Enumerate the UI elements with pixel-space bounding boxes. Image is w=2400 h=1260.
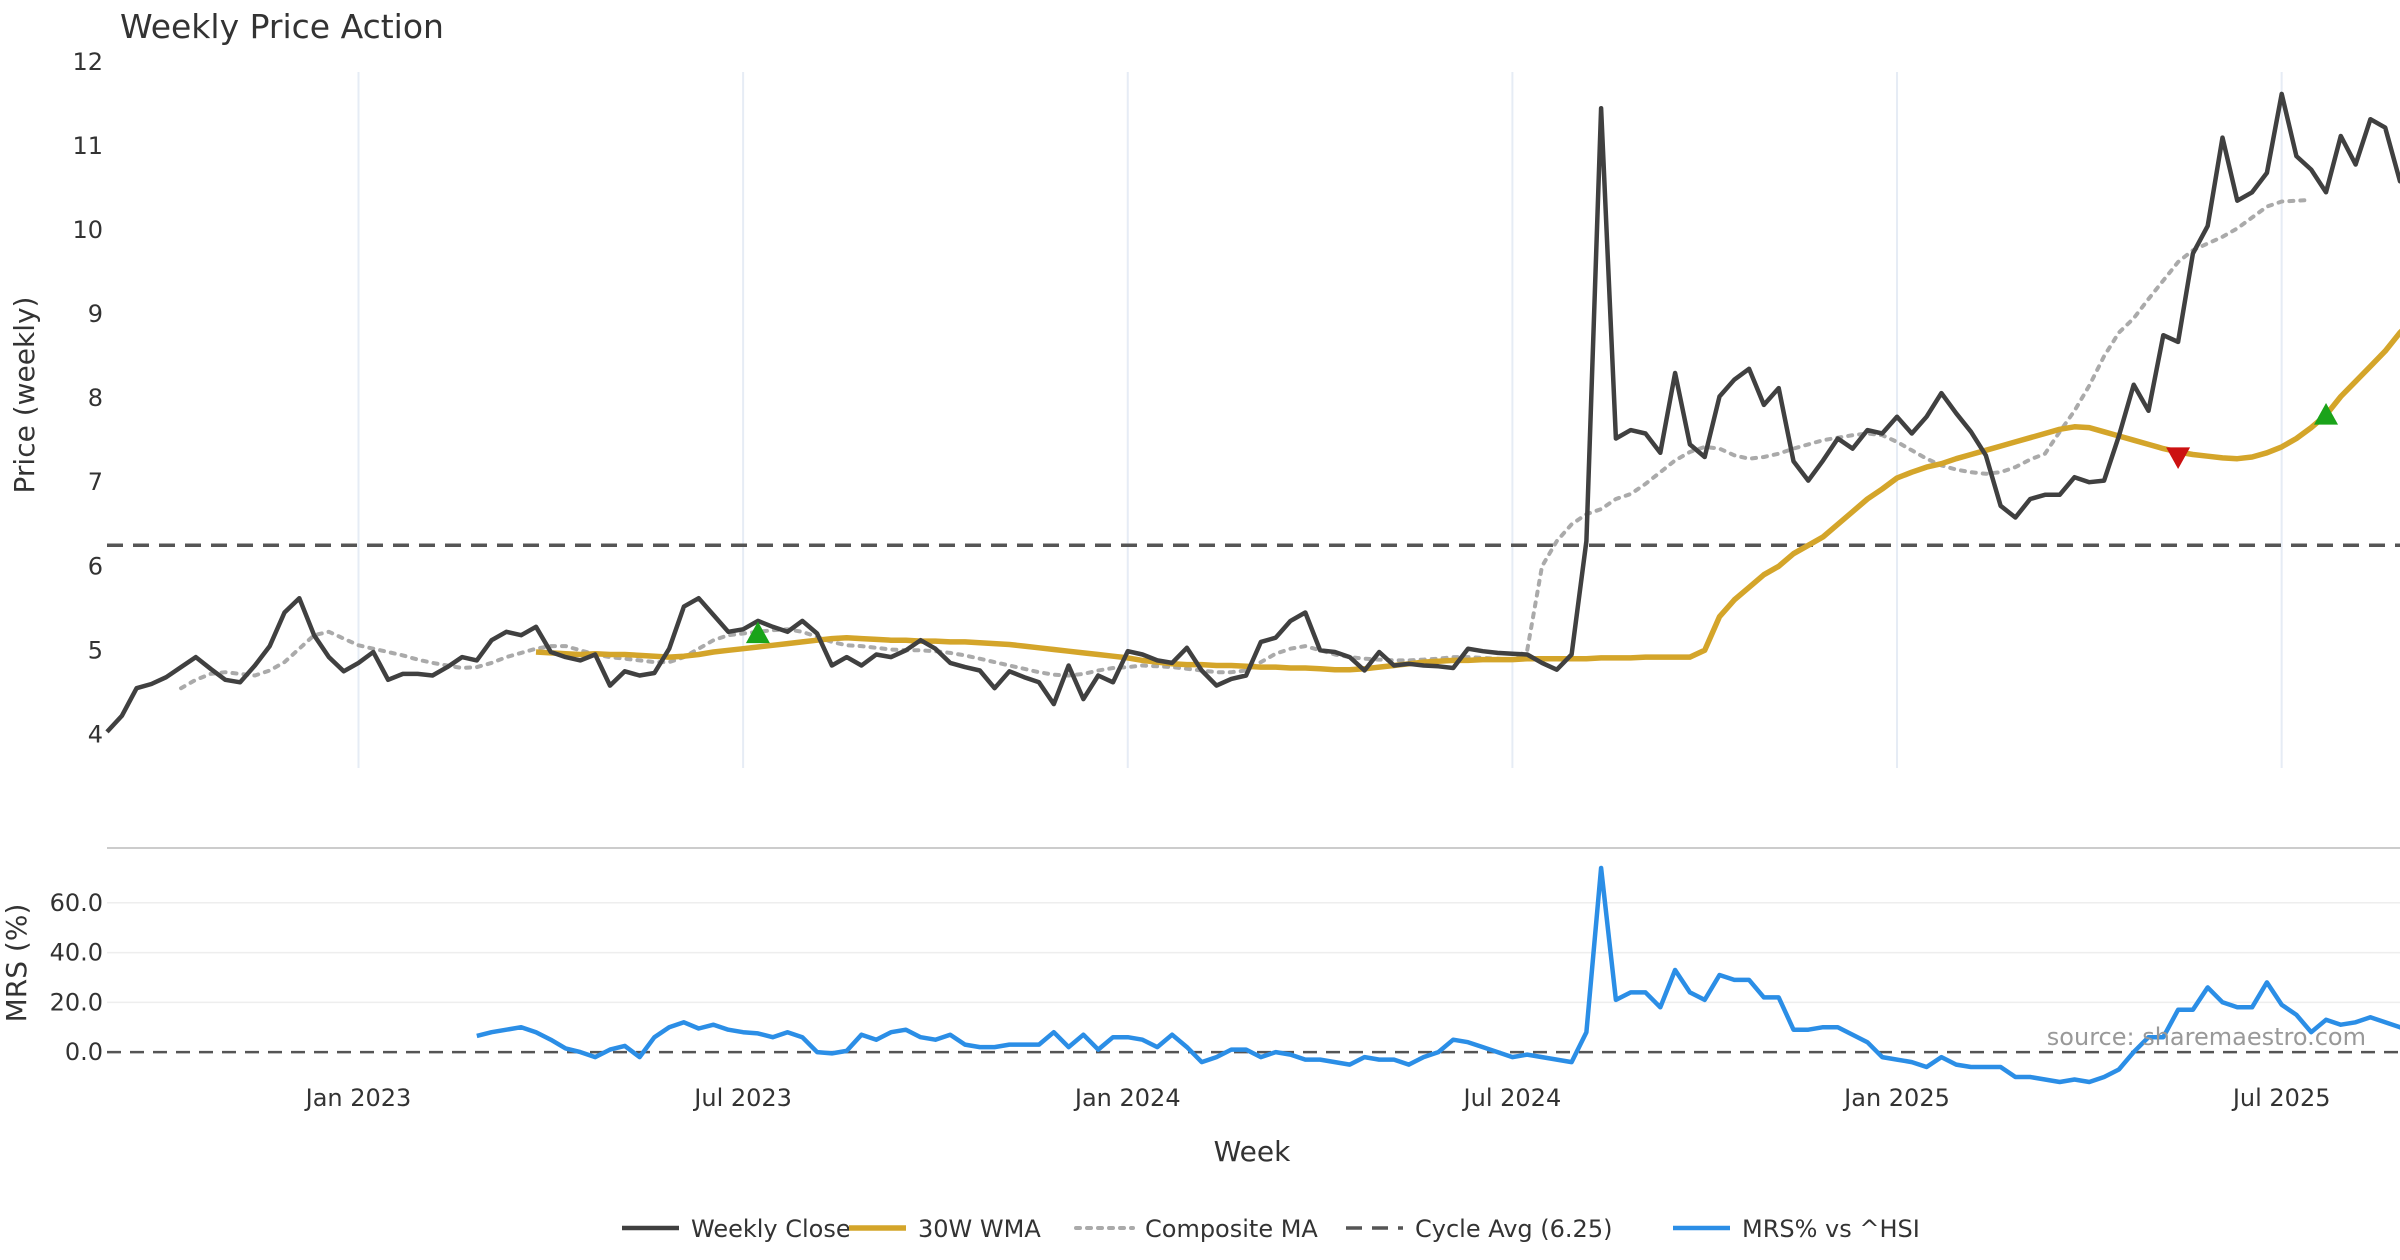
signal-markers [745,403,2339,644]
price-gridlines [357,72,2283,768]
price-y-tick: 10 [72,216,103,244]
price-y-tick: 7 [88,468,103,496]
buy-signal-marker [2314,403,2339,425]
chart-title: Weekly Price Action [120,7,444,46]
mrs-y-tick: 20.0 [50,988,103,1016]
legend-label-close: Weekly Close [691,1215,851,1243]
price-y-tick: 8 [88,384,103,412]
price-panel: 4 5 6 7 8 9 10 11 12 Price (weekly) [8,48,2400,768]
x-tick-label: Jan 2025 [1842,1084,1950,1112]
series-close-line [105,91,2400,734]
series-wma-line [535,328,2400,673]
series-mrs-line [476,865,2400,1085]
mrs-series-group [476,865,2400,1085]
price-y-tick: 12 [72,48,103,76]
legend-label-mrs: MRS% vs ^HSI [1742,1215,1920,1243]
legend-label-cycle: Cycle Avg (6.25) [1415,1215,1612,1243]
x-axis-label: Week [1214,1135,1291,1168]
legend-label-composite: Composite MA [1145,1215,1318,1243]
price-y-tick: 5 [88,636,103,664]
x-tick-label: Jan 2023 [304,1084,412,1112]
legend-label-wma: 30W WMA [918,1215,1041,1243]
series-composite-line [179,197,2314,691]
x-tick-label: Jul 2024 [1462,1084,1562,1112]
x-tick-label: Jan 2024 [1073,1084,1181,1112]
mrs-panel: 0.0 20.0 40.0 60.0 MRS (%) source: sharemae… [0,865,2400,1085]
mrs-y-tick-labels: 0.0 20.0 40.0 60.0 [50,889,103,1066]
price-y-axis-label: Price (weekly) [8,297,41,494]
price-y-tick: 4 [88,720,103,748]
mrs-gridlines [107,902,2400,1004]
x-tick-label: Jul 2023 [692,1084,792,1112]
price-series-group [105,91,2400,734]
source-note: source: sharemaestro.com [2047,1023,2366,1051]
price-y-tick: 11 [72,132,103,160]
x-tick-label: Jul 2025 [2231,1084,2331,1112]
price-y-tick: 9 [88,300,103,328]
mrs-y-tick: 60.0 [50,889,103,917]
buy-signal-marker [745,621,770,644]
mrs-y-tick: 0.0 [65,1038,103,1066]
price-y-tick-labels: 4 5 6 7 8 9 10 11 12 [72,48,103,748]
mrs-y-axis-label: MRS (%) [0,904,33,1023]
x-tick-labels: Jan 2023 Jul 2023 Jan 2024 Jul 2024 Jan 2025… [304,1084,2331,1112]
price-y-tick: 6 [88,552,103,580]
mrs-y-tick: 40.0 [50,939,103,967]
legend: Weekly Close 30W WMA Composite MA Cycle Avg… [622,1215,1920,1243]
sell-signal-marker [2166,447,2191,470]
